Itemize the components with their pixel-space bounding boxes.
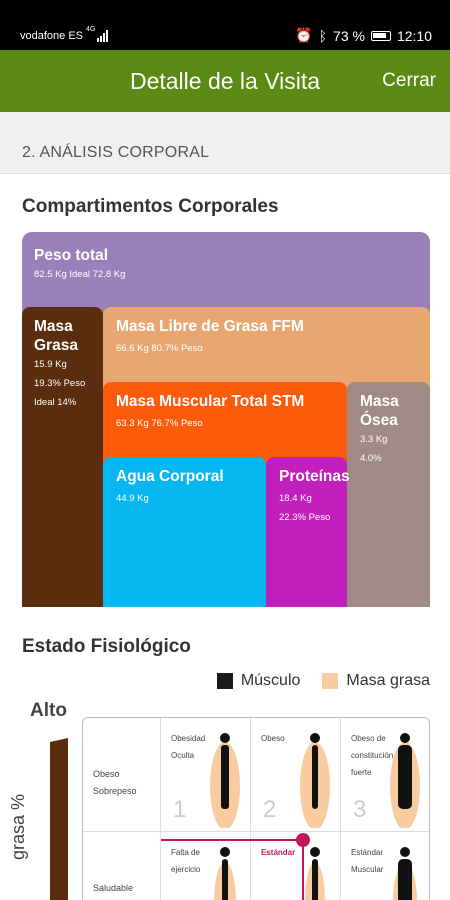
app-bar: Detalle de la Visita Cerrar bbox=[0, 50, 450, 112]
section-title: 2. ANÁLISIS CORPORAL bbox=[22, 144, 210, 161]
proteinas-label: Proteínas bbox=[279, 468, 350, 485]
body-figure-icon bbox=[390, 733, 420, 828]
block-masa-osea[interactable]: Masa Ósea 3.3 Kg 4.0% bbox=[347, 382, 430, 607]
masa-grasa-ideal: Ideal 14% bbox=[34, 397, 77, 408]
cell-2-label-1: Obeso bbox=[261, 734, 285, 743]
cell-3-label-2: constitución bbox=[351, 751, 394, 760]
masa-grasa-label-1: Masa bbox=[34, 318, 73, 335]
carrier-label: vodafone ES bbox=[20, 30, 83, 42]
cell-6-label-2: Muscular bbox=[351, 865, 384, 874]
signal-icon bbox=[97, 30, 108, 42]
row-label-obeso-1: Obeso bbox=[93, 769, 120, 779]
compartments-title: Compartimentos Corporales bbox=[22, 196, 279, 217]
row-label-saludable-1: Saludable bbox=[93, 883, 134, 893]
fat-swatch bbox=[322, 673, 339, 689]
masa-muscular-detail: 63.3 Kg 76.7% Peso bbox=[116, 418, 203, 429]
row-label-obeso-2: Sobrepeso bbox=[93, 786, 137, 796]
cell-4-label-1: Falta de bbox=[171, 848, 200, 857]
block-proteinas[interactable]: Proteínas 18.4 Kg 22.3% Peso bbox=[266, 457, 350, 607]
status-bar: vodafone ES 4G ⏰ ᛒ 73 % 12:10 bbox=[0, 0, 450, 50]
cell-falta-ejercicio[interactable]: Falta de ejercicio bbox=[161, 832, 251, 900]
battery-icon bbox=[370, 30, 391, 41]
position-marker bbox=[161, 833, 310, 900]
peso-total-detail: 82.5 Kg Ideal 72.8 Kg bbox=[34, 269, 126, 280]
body-figure-icon bbox=[393, 847, 417, 900]
cell-3-label-3: fuerte bbox=[351, 768, 372, 777]
cell-estandar[interactable]: Estándar bbox=[251, 832, 341, 900]
masa-osea-label-1: Masa bbox=[360, 393, 399, 410]
clock: 12:10 bbox=[396, 27, 432, 44]
masa-osea-kg: 3.3 Kg bbox=[360, 434, 388, 445]
proteinas-pct: 22.3% Peso bbox=[279, 512, 331, 523]
y-axis-label: grasa % bbox=[8, 793, 28, 860]
bluetooth-icon: ᛒ bbox=[318, 27, 328, 44]
cell-obeso-fuerte[interactable]: Obeso de constitución fuerte 3 bbox=[341, 718, 429, 832]
cell-5-label-1: Estándar bbox=[261, 848, 296, 857]
muscle-swatch bbox=[216, 673, 233, 689]
cell-3-label-1: Obeso de bbox=[351, 734, 386, 743]
agua-detail: 44.9 Kg bbox=[116, 493, 149, 504]
physio-legend: Músculo Masa grasa bbox=[216, 672, 430, 690]
block-masa-grasa[interactable]: Masa Grasa 15.9 Kg 19.3% Peso Ideal 14% bbox=[22, 307, 103, 607]
masa-libre-detail: 66.6 Kg 80.7% Peso bbox=[116, 343, 203, 354]
physio-title: Estado Fisiológico bbox=[22, 636, 191, 657]
cell-3-number: 3 bbox=[353, 796, 367, 823]
cell-obeso[interactable]: Obeso 2 bbox=[251, 718, 341, 832]
row-label-saludable: Saludable bbox=[83, 832, 161, 900]
body-figure-icon bbox=[300, 733, 330, 828]
masa-grasa-pct: 19.3% Peso bbox=[34, 378, 86, 389]
masa-osea-label-2: Ósea bbox=[360, 412, 398, 429]
cell-estandar-muscular[interactable]: Estándar Muscular bbox=[341, 832, 429, 900]
row-label-obeso: Obeso Sobrepeso bbox=[83, 718, 161, 832]
masa-libre-label: Masa Libre de Grasa FFM bbox=[116, 318, 304, 335]
fat-scale-wedge bbox=[50, 738, 68, 900]
masa-muscular-label: Masa Muscular Total STM bbox=[116, 393, 305, 410]
physio-grid: Obeso Sobrepeso Saludable Obesidad Oculta… bbox=[82, 717, 430, 900]
peso-total-label: Peso total bbox=[34, 247, 109, 264]
cell-4-label-2: ejercicio bbox=[171, 865, 201, 874]
page-title: Detalle de la Visita bbox=[129, 68, 321, 94]
alarm-icon: ⏰ bbox=[295, 27, 313, 43]
section-header: 2. ANÁLISIS CORPORAL bbox=[0, 112, 450, 174]
close-button[interactable]: Cerrar bbox=[382, 70, 436, 91]
masa-grasa-label-2: Grasa bbox=[34, 337, 78, 354]
agua-label: Agua Corporal bbox=[116, 468, 224, 485]
cell-1-label-1: Obesidad bbox=[171, 734, 206, 743]
y-high-label: Alto bbox=[30, 700, 67, 721]
cell-6-label-1: Estándar bbox=[351, 848, 384, 857]
cell-2-number: 2 bbox=[263, 796, 277, 823]
legend-fat-label: Masa grasa bbox=[346, 672, 430, 689]
masa-osea-pct: 4.0% bbox=[360, 453, 382, 464]
masa-grasa-kg: 15.9 Kg bbox=[34, 359, 67, 370]
battery-percent: 73 % bbox=[333, 27, 365, 44]
cell-1-number: 1 bbox=[173, 796, 187, 823]
network-label: 4G bbox=[86, 26, 96, 33]
cell-obesidad-oculta[interactable]: Obesidad Oculta 1 bbox=[161, 718, 251, 832]
body-figure-icon bbox=[210, 733, 240, 828]
body-figure-icon bbox=[305, 847, 325, 900]
proteinas-kg: 18.4 Kg bbox=[279, 493, 312, 504]
legend-muscle-label: Músculo bbox=[240, 672, 301, 689]
cell-1-label-2: Oculta bbox=[171, 751, 195, 760]
block-agua[interactable]: Agua Corporal 44.9 Kg bbox=[103, 457, 266, 607]
body-figure-icon bbox=[214, 847, 236, 900]
